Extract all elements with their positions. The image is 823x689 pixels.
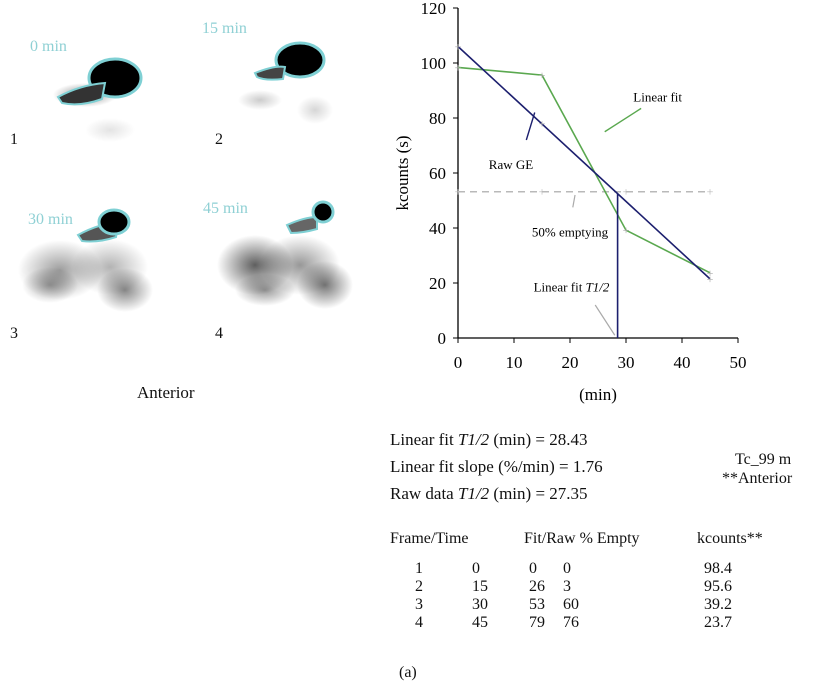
table-cell: 4 — [415, 614, 423, 631]
gastric-emptying-chart: 0 10 20 30 40 50 0 20 40 60 80 100 120 (min) kcounts (… — [393, 0, 747, 404]
half-marker: + — [623, 185, 630, 199]
linear-fit-annotation: Linear fit — [633, 90, 682, 105]
table-cell: 39.2 — [704, 596, 732, 613]
stat-var: T1/2 — [457, 430, 490, 449]
frame-number: 3 — [10, 325, 18, 342]
view-note: **Anterior — [722, 470, 793, 487]
y-tick-label: 60 — [429, 164, 446, 183]
scan-time-label: 45 min — [203, 200, 248, 217]
stat-text: (min) = 28.43 — [489, 430, 588, 449]
table-cell: 53 — [529, 596, 545, 613]
x-tick-label: 20 — [562, 353, 579, 372]
table-header: Frame/Time — [390, 530, 469, 547]
isotope-label: Tc_99 m — [735, 451, 792, 468]
half-marker: + — [707, 185, 714, 199]
data-point: + — [539, 68, 546, 82]
scan-30min — [18, 208, 153, 312]
y-axis-label: kcounts (s) — [393, 135, 412, 210]
series-linear — [457, 66, 711, 274]
frame-number: 1 — [10, 131, 18, 148]
scan-time-label: 0 min — [30, 38, 67, 55]
annotation-var: T1/2 — [586, 279, 610, 294]
table-cell: 0 — [563, 560, 571, 577]
stat-text: Linear fit — [390, 430, 458, 449]
linear-t-half-annotation: Linear fit T1/2 — [534, 279, 610, 294]
y-tick-label: 20 — [429, 274, 446, 293]
table-cell: 2 — [415, 578, 423, 595]
stat-text: (min) = 27.35 — [489, 484, 588, 503]
scan-time-label: 30 min — [28, 211, 73, 228]
data-point: + — [707, 272, 714, 286]
table-cell: 30 — [472, 596, 488, 613]
linear-t-half-leader — [594, 304, 616, 336]
scan-time-label: 15 min — [202, 20, 247, 37]
table-header: Fit/Raw % Empty — [524, 530, 640, 547]
half-emptying-leader — [572, 194, 576, 208]
frame-number: 2 — [215, 131, 223, 148]
frame-number: 4 — [215, 325, 223, 342]
table-header: kcounts** — [697, 530, 763, 547]
y-tick-label: 100 — [421, 54, 447, 73]
raw-ge-leader — [525, 112, 536, 141]
table-cell: 1 — [415, 560, 423, 577]
scan-15min — [238, 41, 333, 124]
x-tick-label: 0 — [454, 353, 463, 372]
x-tick-label: 50 — [730, 353, 747, 372]
table-cell: 0 — [472, 560, 480, 577]
stat-text: Raw data — [390, 484, 458, 503]
table-cell: 3 — [415, 596, 423, 613]
y-tick-label: 0 — [438, 329, 447, 348]
linear-fit-leader — [604, 107, 642, 133]
raw-data-t-half: Raw data T1/2 (min) = 27.35 — [390, 484, 588, 504]
table-cell: 60 — [563, 596, 579, 613]
y-tick-label: 40 — [429, 219, 446, 238]
linear-fit-slope: Linear fit slope (%/min) = 1.76 — [390, 457, 603, 476]
linear-fit-t-half: Linear fit T1/2 (min) = 28.43 — [390, 430, 588, 450]
y-tick-label: 80 — [429, 109, 446, 128]
half-marker: + — [539, 185, 546, 199]
half-marker: + — [455, 185, 462, 199]
table-cell: 3 — [563, 578, 571, 595]
scan-45min — [217, 200, 353, 309]
data-point: + — [623, 223, 630, 237]
scan-0min — [53, 57, 143, 142]
half-emptying-annotation: 50% emptying — [532, 224, 609, 239]
x-tick-label: 30 — [618, 353, 635, 372]
table-cell: 23.7 — [704, 614, 732, 631]
table-cell: 0 — [529, 560, 537, 577]
table-cell: 26 — [529, 578, 545, 595]
table-cell: 79 — [529, 614, 545, 631]
data-point: + — [707, 266, 714, 280]
y-tick-label: 120 — [421, 0, 447, 18]
table-cell: 95.6 — [704, 578, 732, 595]
table-cell: 15 — [472, 578, 488, 595]
data-point: + — [455, 40, 462, 54]
x-axis-label: (min) — [579, 385, 617, 404]
table-cell: 76 — [563, 614, 579, 631]
view-label: Anterior — [137, 383, 195, 402]
figure-caption: (a) — [399, 664, 417, 681]
data-point: + — [455, 60, 462, 74]
x-tick-label: 40 — [674, 353, 691, 372]
table-cell: 98.4 — [704, 560, 732, 577]
series-raw — [457, 45, 711, 280]
table-cell: 45 — [472, 614, 488, 631]
raw-ge-annotation: Raw GE — [489, 157, 533, 172]
stat-var: T1/2 — [457, 484, 490, 503]
x-tick-label: 10 — [506, 353, 523, 372]
annotation-text: Linear fit — [534, 279, 586, 294]
raw-marker: + — [539, 117, 546, 131]
